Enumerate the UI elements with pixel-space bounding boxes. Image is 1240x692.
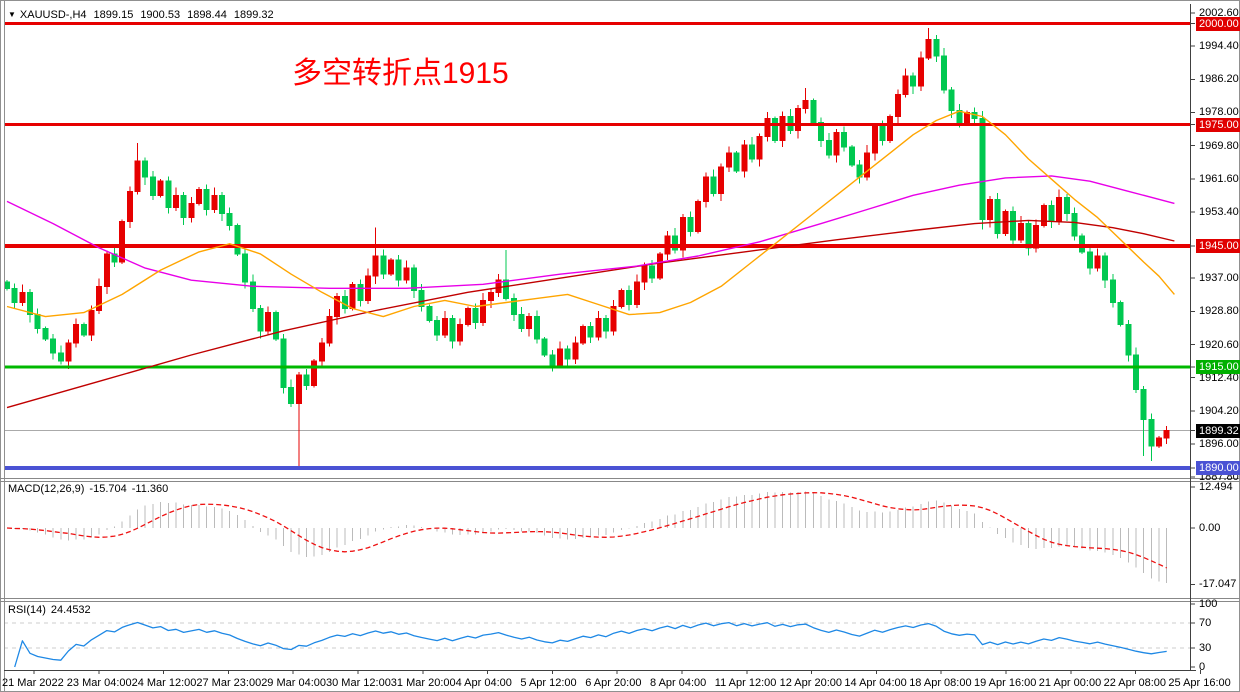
price-badge-1890.00: 1890.00 bbox=[1196, 461, 1240, 476]
y-axis-label: 2002.60 bbox=[1199, 7, 1239, 19]
x-axis-label: 31 Mar 20:00 bbox=[390, 677, 456, 689]
x-axis-label: 5 Apr 12:00 bbox=[520, 677, 577, 689]
price-badge-1915.00: 1915.00 bbox=[1196, 360, 1240, 375]
y-axis-label: 1986.20 bbox=[1199, 73, 1239, 86]
x-axis-label: 6 Apr 20:00 bbox=[585, 677, 642, 689]
quote-open: 1899.15 bbox=[93, 9, 134, 21]
ma-slow-darkred bbox=[6, 219, 1175, 409]
rsi-name: RSI(14) bbox=[8, 604, 46, 616]
x-axis-label: 4 Apr 04:00 bbox=[455, 677, 512, 689]
macd-name: MACD(12,26,9) bbox=[8, 483, 85, 495]
x-axis-label: 19 Apr 16:00 bbox=[974, 677, 1037, 689]
x-axis-label: 27 Mar 23:00 bbox=[196, 677, 262, 689]
macd-histogram bbox=[14, 491, 1168, 583]
y-axis-label: 1937.00 bbox=[1199, 272, 1239, 285]
macd-signal-value: -11.360 bbox=[131, 483, 169, 495]
x-axis-label: 18 Apr 08:00 bbox=[909, 677, 972, 689]
y-axis-label: 1904.20 bbox=[1199, 404, 1239, 417]
rsi-axis-label: 70 bbox=[1199, 616, 1212, 629]
rsi-axis-label: 0 bbox=[1199, 661, 1206, 673]
chart-title: ▼ XAUUSD-,H4 1899.15 1900.53 1898.44 1899.32 bbox=[8, 9, 281, 21]
candlestick-series bbox=[4, 27, 1170, 467]
rsi-line bbox=[14, 621, 1167, 668]
x-axis-label: 30 Mar 12:00 bbox=[326, 677, 391, 689]
price-level-lines[interactable] bbox=[4, 22, 1190, 471]
macd-axis-label: 0.00 bbox=[1199, 522, 1221, 534]
y-axis-label: 1969.80 bbox=[1199, 139, 1239, 152]
macd-signal-line bbox=[6, 492, 1167, 569]
macd-value: -15.704 bbox=[89, 483, 127, 495]
x-axis-label: 23 Mar 04:00 bbox=[66, 677, 132, 689]
x-axis-label: 14 Apr 04:00 bbox=[844, 677, 907, 689]
rsi-value: 24.4532 bbox=[50, 604, 91, 616]
x-axis-label: 29 Mar 04:00 bbox=[261, 677, 327, 689]
x-axis-label: 22 Apr 08:00 bbox=[1103, 677, 1166, 689]
price-badge-2000.00: 2000.00 bbox=[1196, 16, 1240, 31]
quote-low: 1898.44 bbox=[187, 9, 227, 21]
x-axis-label: 11 Apr 12:00 bbox=[714, 677, 777, 689]
x-axis-label: 24 Mar 12:00 bbox=[131, 677, 197, 689]
y-axis-label: 1920.60 bbox=[1199, 338, 1239, 351]
x-axis-label: 12 Apr 20:00 bbox=[779, 677, 842, 689]
ma-fast-orange bbox=[6, 110, 1175, 318]
macd-indicator-label: MACD(12,26,9) -15.704 -11.360 bbox=[8, 483, 173, 495]
rsi-axis-label: 100 bbox=[1199, 598, 1218, 610]
macd-axis-label: 12.494 bbox=[1199, 480, 1233, 493]
price-badge-1975.00: 1975.00 bbox=[1196, 117, 1240, 132]
y-axis-label: 1961.60 bbox=[1199, 172, 1239, 185]
y-axis-label: 1928.80 bbox=[1199, 305, 1239, 318]
rsi-indicator-label: RSI(14) 24.4532 bbox=[8, 604, 96, 616]
price-badge-1899.32: 1899.32 bbox=[1196, 423, 1240, 438]
x-axis-label: 8 Apr 04:00 bbox=[650, 677, 707, 689]
x-axis-label: 25 Apr 16:00 bbox=[1168, 677, 1231, 689]
macd-axis-label: -17.047 bbox=[1199, 578, 1237, 591]
x-axis-label: 21 Apr 00:00 bbox=[1038, 677, 1102, 689]
price-badge-1945.00: 1945.00 bbox=[1196, 238, 1240, 253]
annotation-text: 多空转折点1915 bbox=[292, 57, 509, 90]
quote-close: 1899.32 bbox=[233, 9, 274, 21]
x-axis-label: 21 Mar 2022 bbox=[2, 677, 64, 689]
y-axis-label: 1978.00 bbox=[1199, 106, 1239, 119]
rsi-axis-label: 30 bbox=[1199, 642, 1212, 655]
y-axis-label: 1912.40 bbox=[1199, 371, 1239, 384]
y-axis-label: 1994.40 bbox=[1199, 40, 1239, 53]
symbol-period: XAUUSD-,H4 bbox=[19, 9, 87, 21]
quote-high: 1900.53 bbox=[140, 9, 181, 21]
y-axis-label: 1953.40 bbox=[1199, 205, 1239, 218]
ma-mid-magenta bbox=[6, 175, 1175, 289]
y-axis-label: 1896.00 bbox=[1199, 437, 1239, 450]
chart-dropdown-icon[interactable]: ▼ bbox=[8, 10, 16, 19]
